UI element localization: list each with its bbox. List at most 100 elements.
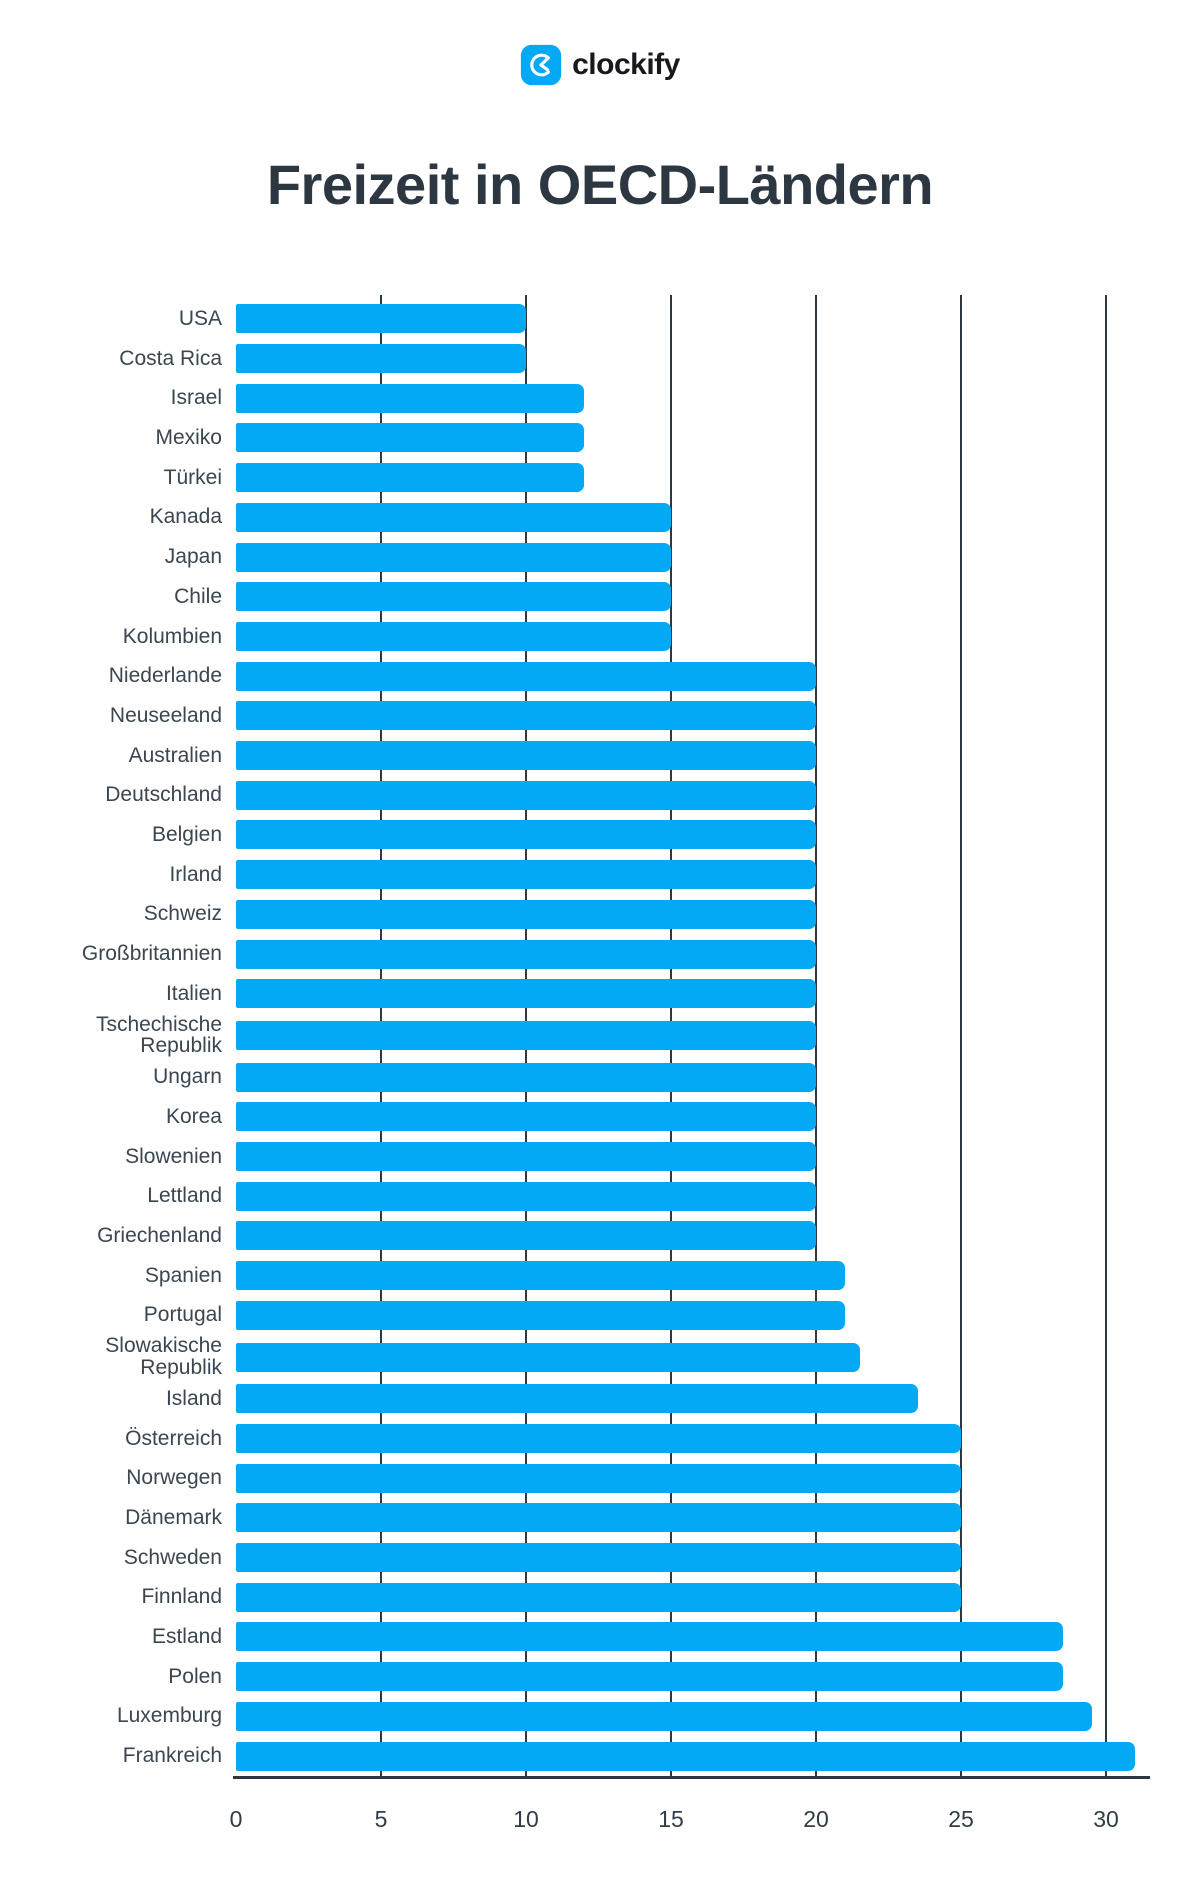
x-tick-label: 15 [658,1806,684,1832]
country-label: Frankreich [122,1744,222,1768]
bar [236,741,816,771]
bar [236,1741,1135,1771]
bar [236,1384,918,1414]
country-label: Slowakische Republik [105,1334,222,1380]
country-label: Österreich [125,1426,222,1450]
x-tick-label: 25 [948,1806,974,1832]
gridline-x-30 [1105,295,1107,1776]
bar-row: Slowenien [0,1137,1200,1177]
bar [236,1423,961,1453]
x-tick-label: 30 [1093,1806,1119,1832]
bar-row: Korea [0,1097,1200,1137]
country-label: Dänemark [125,1505,222,1529]
bar-row: Finnland [0,1577,1200,1617]
bar-rows: USA Costa Rica Israel Mexiko Türkei Kanada Jap… [0,299,1200,1776]
bar-row: Italien [0,974,1200,1014]
bar-row: Australien [0,736,1200,776]
bar-row: Portugal [0,1296,1200,1336]
bar [236,899,816,929]
bar-row: Tschechische Republik [0,1012,1200,1058]
bar [236,1020,816,1050]
bar-row: Kolumbien [0,617,1200,657]
country-label: Israel [170,386,222,410]
bar-row: Österreich [0,1419,1200,1459]
bar-row: Frankreich [0,1736,1200,1776]
bar-row: Deutschland [0,775,1200,815]
country-label: Australien [128,743,222,767]
country-label: Island [165,1386,222,1410]
country-label: Schweiz [143,902,222,926]
country-label: Kanada [149,505,222,529]
country-label: Tschechische Republik [95,1012,222,1058]
bar [236,939,816,969]
bar [236,701,816,731]
bar [236,1463,961,1493]
bar [236,1142,816,1172]
country-label: Spanien [144,1263,222,1287]
bar [236,383,584,413]
bar [236,780,816,810]
bar-row: Schweden [0,1538,1200,1578]
x-tick-label: 10 [513,1806,539,1832]
country-label: Chile [174,584,222,608]
country-label: Großbritannien [81,942,222,966]
country-label: Kolumbien [122,624,222,648]
bar [236,463,584,493]
page-title: Freizeit in OECD-Ländern [266,153,934,216]
bar-row: Slowakische Republik [0,1335,1200,1379]
bar-row: Niederlande [0,656,1200,696]
bar-row: Lettland [0,1176,1200,1216]
bar-row: Großbritannien [0,934,1200,974]
bar [236,979,816,1009]
country-label: Niederlande [108,664,222,688]
bar-row: Norwegen [0,1458,1200,1498]
x-tick-label: 5 [374,1806,388,1832]
country-label: Mexiko [155,426,222,450]
bar [236,1102,816,1132]
bar [236,344,526,374]
country-label: Italien [165,981,222,1005]
bar-row: Türkei [0,458,1200,498]
bar [236,423,584,453]
bar [236,1543,961,1573]
clockify-clock-icon [521,44,562,86]
bar-row: Luxemburg [0,1697,1200,1737]
country-label: Korea [165,1104,222,1128]
country-label: Türkei [163,465,222,489]
country-label: Luxemburg [116,1704,222,1728]
country-label: Finnland [141,1585,222,1609]
country-label: Schweden [123,1545,222,1569]
bar [236,1342,860,1372]
bar-row: Kanada [0,498,1200,538]
bar [236,582,671,612]
country-label: Griechenland [97,1224,222,1248]
bar [236,1662,1063,1692]
bar [236,1701,1092,1731]
bar [236,1221,816,1251]
bar [236,1622,1063,1652]
x-tick-label: 20 [803,1806,829,1832]
bar-row: Schweiz [0,895,1200,935]
bar-row: Ungarn [0,1057,1200,1097]
bar-row: Irland [0,855,1200,895]
bar-row: Griechenland [0,1216,1200,1256]
bar-row: Costa Rica [0,339,1200,379]
bar [236,1062,816,1092]
country-label: USA [178,306,222,330]
clockify-logo: clockify [0,44,1200,86]
bar [236,820,816,850]
country-label: Irland [169,862,222,886]
gridline-x-20 [815,295,817,1776]
bar-row: Island [0,1379,1200,1419]
bar-row: Spanien [0,1256,1200,1296]
bar-row: Mexiko [0,418,1200,458]
country-label: Lettland [147,1184,222,1208]
bar [236,1261,845,1291]
bar [236,542,671,572]
country-label: Portugal [143,1303,222,1327]
gridline-x-25 [960,295,962,1776]
bar-row: Dänemark [0,1498,1200,1538]
bar [236,1300,845,1330]
bar [236,1582,961,1612]
